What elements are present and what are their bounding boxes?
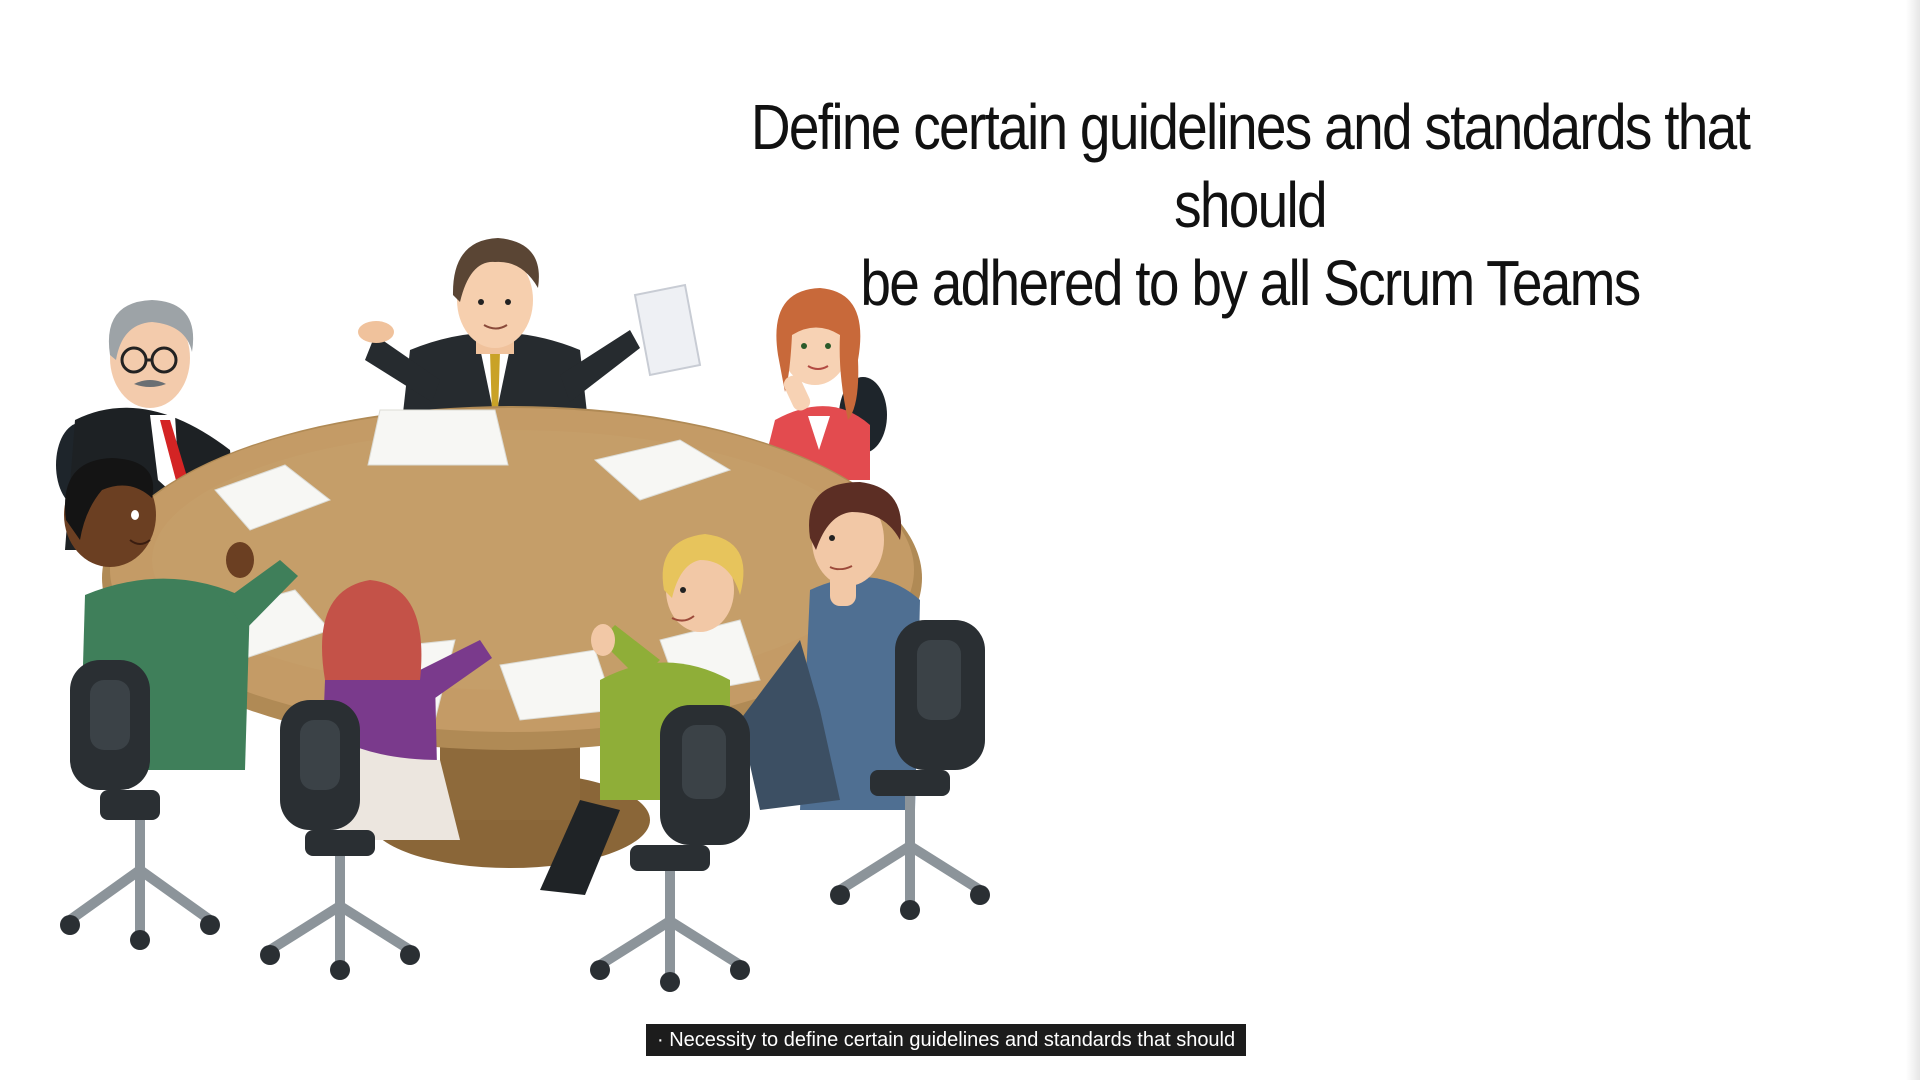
slide-headline: Define certain guidelines and standards … xyxy=(708,88,1792,322)
headline-line-1: Define certain guidelines and standards … xyxy=(750,91,1751,241)
edge-shadow xyxy=(1906,0,1920,1080)
office-chair xyxy=(260,700,420,980)
meeting-table-illustration xyxy=(56,238,990,992)
subtitle-caption: · Necessity to define certain guidelines… xyxy=(646,1024,1247,1056)
office-chair xyxy=(830,620,990,920)
office-chair xyxy=(590,705,750,992)
table-paper xyxy=(593,439,732,501)
handout-paper xyxy=(633,283,702,377)
table-paper xyxy=(214,464,332,531)
person-man-blue-suit xyxy=(740,482,920,810)
headline-line-2: be adhered to by all Scrum Teams xyxy=(860,247,1641,319)
office-chair xyxy=(60,660,220,950)
table-paper xyxy=(367,409,509,466)
